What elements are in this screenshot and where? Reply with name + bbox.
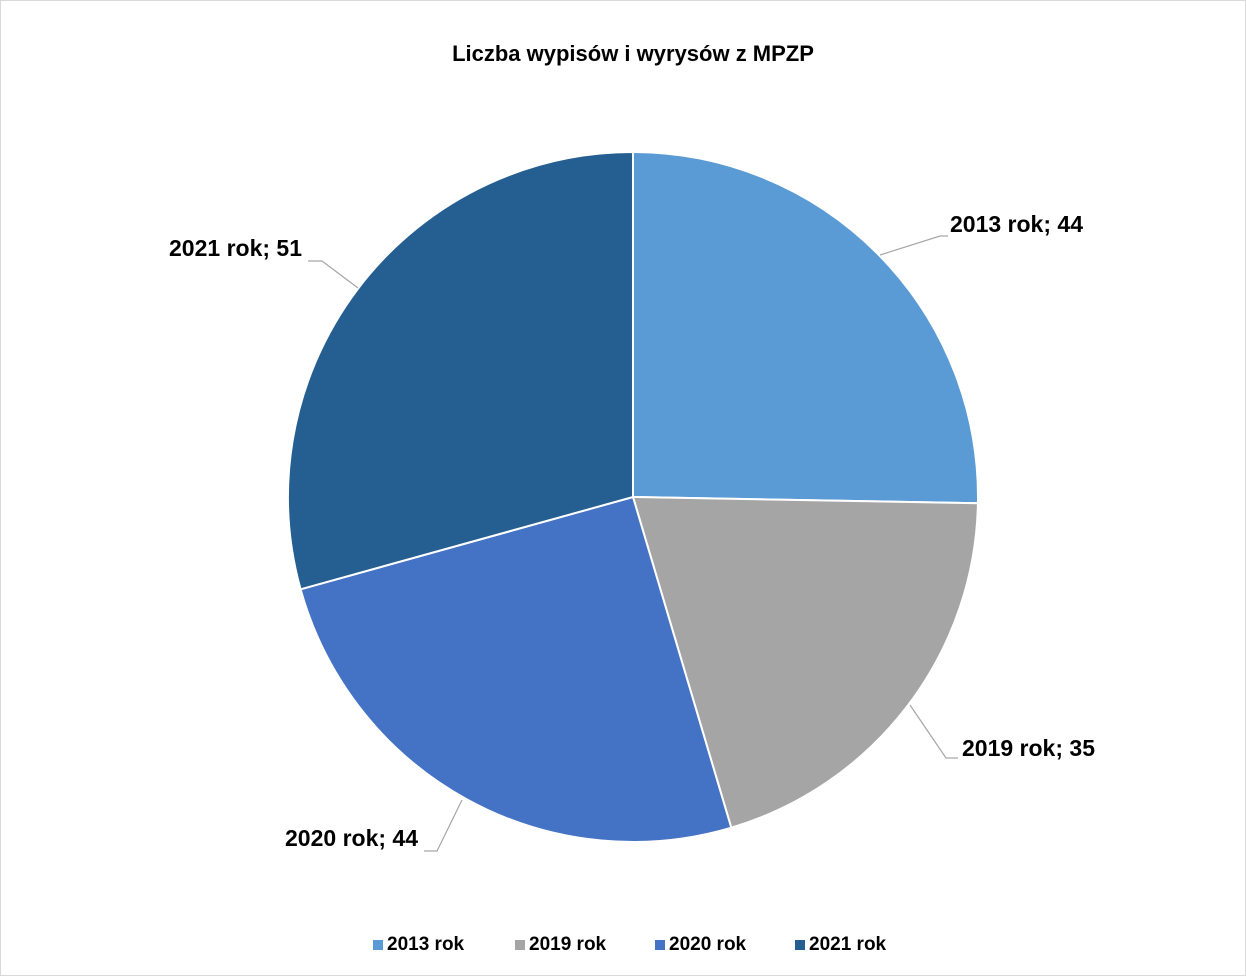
legend-swatch — [655, 940, 665, 950]
legend-swatch — [795, 940, 805, 950]
legend-swatch — [373, 940, 383, 950]
legend-label: 2013 rok — [387, 934, 465, 955]
legend-label: 2019 rok — [529, 934, 607, 955]
leader-line — [424, 799, 463, 852]
pie-slice — [287, 150, 634, 591]
leader-line — [909, 704, 958, 759]
pie-slice — [631, 495, 979, 829]
legend-swatch — [515, 940, 525, 950]
data-label: 2019 rok; 35 — [962, 735, 1095, 761]
leader-line — [308, 260, 359, 289]
legend-label: 2020 rok — [669, 934, 747, 955]
data-label: 2021 rok; 51 — [169, 235, 302, 261]
data-label: 2020 rok; 44 — [285, 825, 418, 851]
chart-title: Liczba wypisów i wyrysów z MPZP — [452, 41, 814, 66]
pie-slice — [632, 150, 979, 505]
pie-slice — [299, 495, 733, 843]
legend-label: 2021 rok — [809, 934, 887, 955]
leader-line — [879, 235, 948, 256]
data-label: 2013 rok; 44 — [950, 211, 1083, 237]
